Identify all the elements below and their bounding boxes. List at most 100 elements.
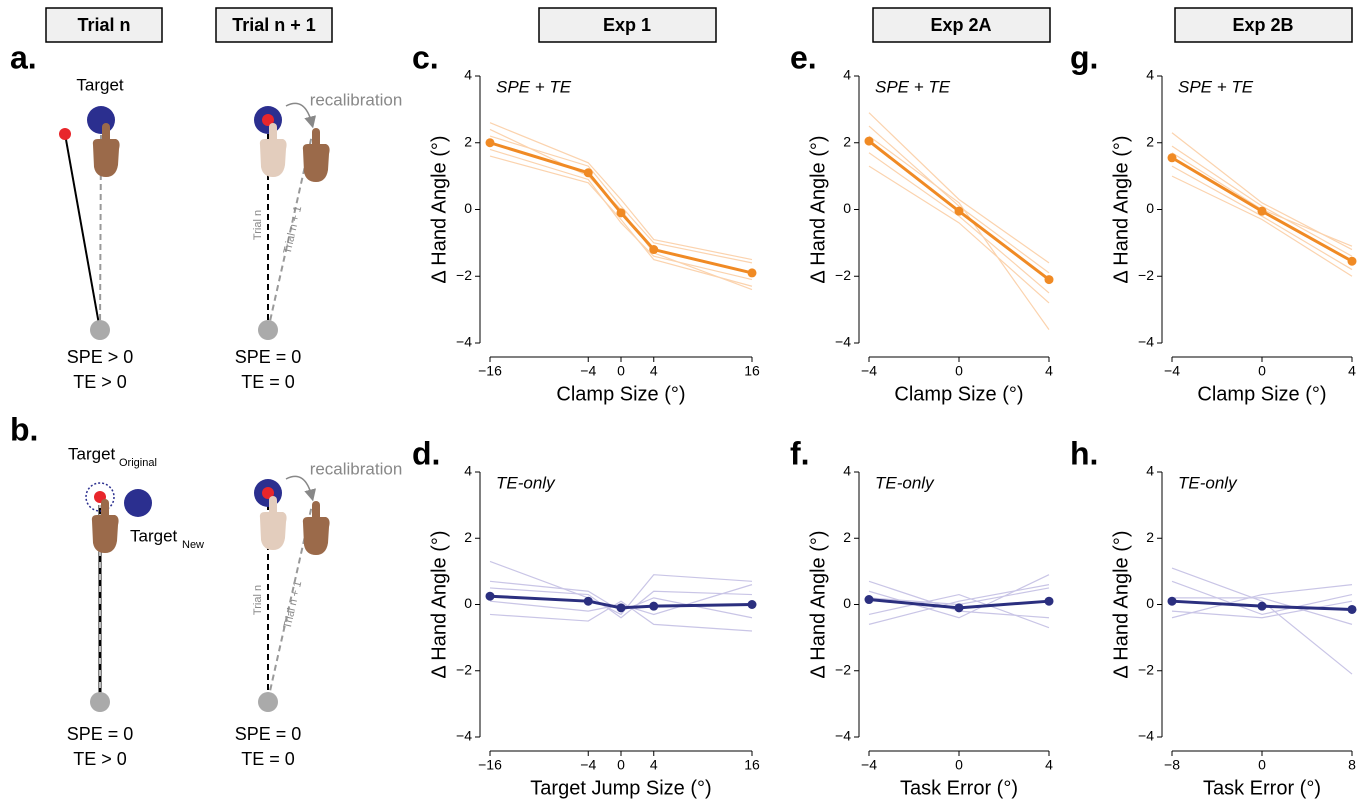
hand [302, 501, 330, 555]
mean-point [1257, 601, 1267, 611]
condition: SPE = 0 [67, 724, 134, 744]
y-tick-label: −4 [1138, 334, 1154, 350]
participant-line [1171, 152, 1353, 247]
mean-point [616, 603, 626, 613]
target [87, 106, 115, 134]
panel-label: c. [412, 39, 439, 75]
x-tick-label: 0 [617, 757, 625, 773]
participant-line [489, 155, 753, 287]
panel-label: b. [10, 411, 38, 447]
header-box [45, 7, 163, 43]
x-tick-label: −8 [1164, 757, 1180, 773]
recalibration-arrow [285, 475, 316, 502]
participant-line [489, 560, 753, 616]
old-target [85, 482, 115, 512]
participant-line [868, 125, 1050, 274]
mean-point [1044, 275, 1054, 285]
hand-path [267, 504, 313, 701]
y-tick-label: 0 [464, 595, 472, 611]
x-tick-label: 0 [617, 363, 625, 379]
participant-line [489, 587, 753, 619]
participant-line [1171, 600, 1353, 619]
participant-line [1171, 567, 1353, 675]
participant-line [1172, 597, 1353, 625]
header: Trial n [77, 15, 130, 35]
y-tick-label: −4 [1138, 728, 1154, 744]
y-tick-label: 2 [843, 529, 851, 545]
header-boxes [45, 7, 1353, 43]
trial-label: Trial n + 1 [282, 205, 305, 255]
participant-line [1171, 175, 1353, 277]
participant-line [489, 122, 753, 261]
start [258, 320, 278, 340]
x-axis-label: Clamp Size (°) [894, 383, 1023, 405]
x-axis-label: Task Error (°) [900, 777, 1018, 799]
x-tick-label: 4 [650, 363, 658, 379]
panel-label: d. [412, 435, 440, 471]
mean-point [1347, 256, 1357, 266]
y-tick-label: −4 [456, 334, 472, 350]
target-label: Target [130, 526, 178, 545]
mean-point [583, 168, 593, 178]
x-axis-label: Clamp Size (°) [1197, 383, 1326, 405]
recalibration-label: recalibration [310, 459, 403, 478]
participant-line [868, 165, 1050, 304]
annotation: TE-only [496, 473, 556, 492]
x-tick-label: 4 [1045, 757, 1053, 773]
annotation: TE-only [875, 473, 935, 492]
x-tick-label: 4 [650, 757, 658, 773]
x-tick-label: 4 [1348, 363, 1356, 379]
cursor [262, 487, 274, 499]
target-label: Target [68, 444, 116, 463]
annotation: SPE + TE [1178, 77, 1254, 96]
participant-line [868, 593, 1050, 629]
mean-point [954, 206, 964, 216]
y-tick-label: −2 [835, 661, 851, 677]
target-label: Target [76, 75, 124, 94]
mean-point [1167, 153, 1177, 163]
x-axis-label: Task Error (°) [1203, 777, 1321, 799]
participant-line [489, 148, 753, 281]
target-subscript: New [182, 539, 204, 551]
x-tick-label: 8 [1348, 757, 1356, 773]
y-tick-label: 4 [1146, 463, 1154, 479]
condition: TE > 0 [73, 372, 127, 392]
x-tick-label: 16 [744, 363, 760, 379]
y-axis-label: Δ Hand Angle (°) [428, 530, 450, 678]
target [124, 489, 152, 517]
trial-label: Trial n + 1 [282, 580, 305, 630]
participant-line [1171, 580, 1353, 616]
mean-point [747, 600, 757, 609]
y-axis-label: Δ Hand Angle (°) [1110, 530, 1132, 678]
x-tick-label: 16 [744, 757, 760, 773]
participant-line [868, 112, 1050, 264]
y-axis-label: Δ Hand Angle (°) [1110, 135, 1132, 283]
trial-label: Trial n [252, 585, 264, 615]
panel-label: e. [790, 39, 817, 75]
y-tick-label: −4 [456, 728, 472, 744]
condition: SPE = 0 [235, 724, 302, 744]
mean-line [489, 141, 753, 275]
condition: TE = 0 [241, 749, 295, 769]
x-tick-label: 0 [955, 757, 963, 773]
mean-point [954, 603, 964, 613]
y-tick-label: 4 [464, 463, 472, 479]
y-tick-label: 4 [843, 67, 851, 83]
cursor [59, 128, 71, 140]
header-box [215, 7, 333, 43]
hand [91, 499, 119, 553]
x-tick-label: −16 [478, 757, 502, 773]
condition: SPE = 0 [235, 347, 302, 367]
y-tick-label: −2 [1138, 267, 1154, 283]
mean-point [1347, 604, 1357, 614]
start [90, 692, 110, 712]
y-tick-label: 2 [843, 133, 851, 149]
header-box [538, 7, 717, 43]
participant-line [868, 135, 1050, 330]
x-axis-label: Target Jump Size (°) [530, 777, 711, 799]
x-tick-label: −4 [861, 757, 877, 773]
y-tick-label: 0 [843, 200, 851, 216]
mean-point [864, 136, 874, 146]
mean-point [1044, 596, 1054, 606]
